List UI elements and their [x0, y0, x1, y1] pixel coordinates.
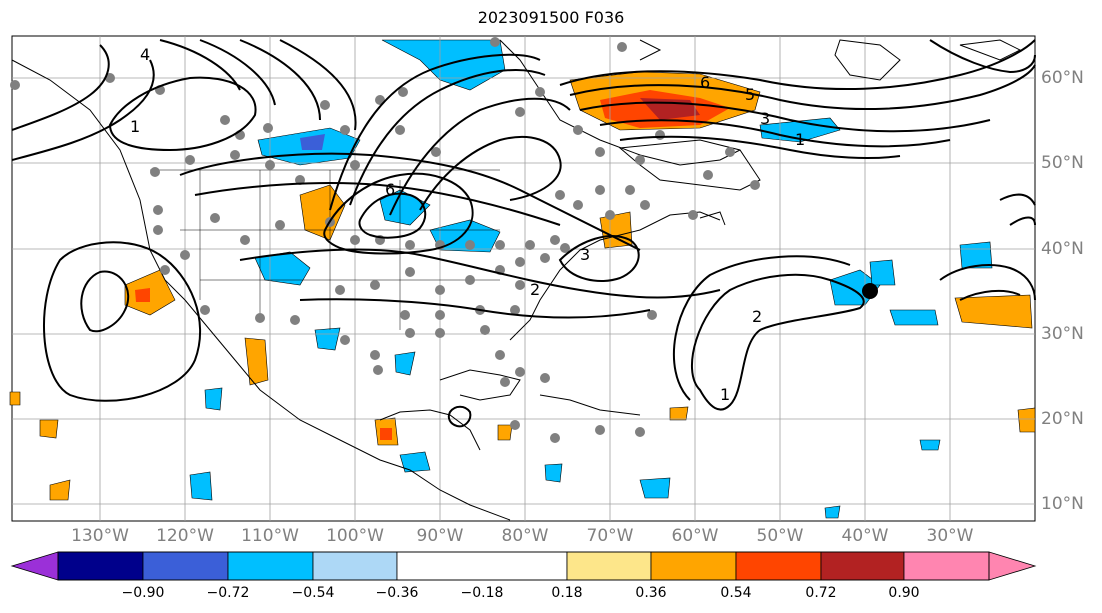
colorbar-extend-high [988, 551, 1037, 581]
lon-label: 60°W [671, 526, 719, 546]
station-dots [10, 37, 760, 443]
contour-label: 3 [760, 109, 770, 128]
lat-label: 20°N [1041, 409, 1084, 429]
colorbar-extend-low [10, 551, 59, 581]
state-boundaries [150, 169, 500, 330]
contour-label: 1 [720, 385, 730, 404]
lat-label: 30°N [1041, 324, 1084, 344]
map-title: 2023091500 F036 [477, 8, 625, 27]
lon-label: 70°W [586, 526, 634, 546]
contour-label: 2 [530, 280, 540, 299]
colorbar-tick-label: −0.90 [121, 585, 165, 601]
lat-label: 50°N [1041, 153, 1084, 173]
lon-label: 120°W [156, 526, 214, 546]
contour-label: 1 [130, 117, 140, 136]
contour-label: 4 [140, 45, 150, 64]
lon-label: 130°W [71, 526, 129, 546]
contour-lines [11, 39, 1036, 428]
lon-label: 90°W [416, 526, 464, 546]
contour-label: 6 [700, 73, 710, 92]
colorbar-tick-label: 0.72 [805, 585, 837, 601]
colorbar [10, 551, 1037, 581]
contour-label: 1 [795, 130, 805, 149]
position-marker [862, 283, 878, 299]
colorbar-tick-label: −0.54 [291, 585, 335, 601]
lon-label: 40°W [841, 526, 889, 546]
colorbar-tick-label: 0.90 [888, 585, 920, 601]
lat-label: 40°N [1041, 239, 1084, 259]
contour-label: 2 [752, 307, 762, 326]
lon-label: 80°W [501, 526, 549, 546]
colorbar-tick-label: −0.36 [375, 585, 419, 601]
colorbar-tick-label: 0.54 [720, 585, 752, 601]
lon-label: 110°W [241, 526, 299, 546]
contour-label: 5 [745, 85, 755, 104]
contour-label: 3 [580, 245, 590, 264]
lat-label: 60°N [1041, 68, 1084, 88]
lon-label: 100°W [326, 526, 384, 546]
contour-label: 6 [385, 180, 395, 199]
colorbar-tick-label: −0.18 [460, 585, 504, 601]
negative-shading-strong [300, 134, 325, 150]
colorbar-tick-label: 0.36 [635, 585, 667, 601]
lat-label: 10°N [1041, 494, 1084, 514]
lon-label: 30°W [926, 526, 974, 546]
lon-label: 50°W [756, 526, 804, 546]
colorbar-tick-label: 0.18 [551, 585, 583, 601]
colorbar-tick-label: −0.72 [206, 585, 250, 601]
graticule [12, 36, 1035, 521]
